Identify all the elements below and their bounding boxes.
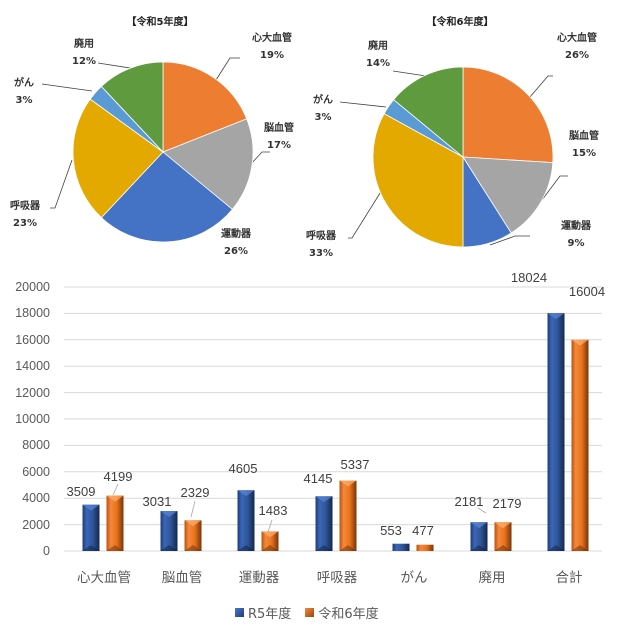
bar — [571, 339, 589, 551]
data-label-r6-cancer: 477 — [412, 523, 434, 538]
pie-slice — [162, 118, 254, 210]
bar-chart: 20000 18000 16000 14000 12000 10000 8000… — [0, 270, 620, 630]
bar — [416, 544, 434, 551]
x-category-motor: 運動器 — [238, 570, 280, 586]
pie-r6-label-brain: 脳血管 15% — [569, 131, 599, 159]
bar — [82, 504, 100, 551]
data-label-r5-brain: 3031 — [142, 494, 172, 509]
gridlines — [64, 286, 602, 552]
x-category-cardio: 心大血管 — [77, 570, 131, 586]
y-tick: 8000 — [22, 438, 50, 453]
pie-r5-label-disuse: 廃用 12% — [72, 39, 96, 67]
bar — [261, 531, 279, 551]
y-tick: 10000 — [15, 412, 50, 426]
x-category-disuse: 廃用 — [478, 570, 506, 586]
legend-swatch-blue-icon — [235, 608, 244, 617]
pie-r6-label-cardio: 心大血管 26% — [557, 33, 597, 61]
pie-slice — [100, 151, 233, 243]
y-tick: 2000 — [22, 517, 50, 532]
pie-slice — [462, 156, 554, 234]
label-leader-lines — [112, 483, 487, 533]
pie-slice — [393, 66, 464, 158]
x-category-brain: 脳血管 — [161, 570, 203, 586]
y-tick: 18000 — [15, 306, 50, 321]
y-tick: 14000 — [15, 359, 50, 374]
bar — [470, 522, 488, 551]
bar — [160, 510, 178, 551]
pie-r5-graphic — [41, 57, 270, 243]
bars — [82, 313, 589, 551]
pie-r6-label-disuse: 廃用 14% — [366, 41, 390, 69]
x-category-respiratory: 呼吸器 — [316, 570, 358, 586]
data-label-r6-respiratory: 5337 — [340, 457, 370, 472]
data-label-r5-cancer: 553 — [380, 523, 402, 538]
pie-title-r5: 【令和5年度】 — [126, 17, 194, 28]
data-label-r6-disuse: 2179 — [492, 496, 522, 511]
bar — [106, 495, 124, 551]
pie-slice — [100, 61, 164, 154]
pie-r5-label-respiratory: 呼吸器 23% — [10, 201, 40, 229]
pie-slice — [162, 61, 248, 153]
data-label-r6-brain: 2329 — [180, 485, 210, 500]
x-category-total: 合計 — [555, 570, 583, 586]
data-label-r5-respiratory: 4145 — [303, 471, 333, 486]
bar — [494, 522, 512, 551]
pie-r6-label-motor: 運動器 9% — [561, 221, 591, 249]
y-tick: 16000 — [15, 332, 50, 347]
y-tick: 6000 — [22, 464, 50, 479]
bar — [392, 543, 410, 551]
bar-chart-graphic — [64, 286, 602, 552]
pie-r5-slices — [72, 61, 254, 243]
pie-r6-label-respiratory: 呼吸器 33% — [306, 231, 336, 259]
pie-r5-label-motor: 運動器 26% — [221, 229, 251, 257]
pie-chart-r5: 【令和5年度】 心大血管 19% 脳血管 17% 運動器 26% 呼吸器 23% がん 3… — [0, 0, 310, 270]
pie-slice — [372, 113, 464, 248]
legend-swatch-orange-icon — [305, 608, 315, 617]
data-label-r5-total: 18024 — [510, 270, 548, 285]
pie-slice — [72, 98, 164, 219]
bar — [315, 496, 333, 551]
y-tick: 12000 — [15, 385, 50, 400]
pie-r5-label-cardio: 心大血管 19% — [252, 33, 292, 61]
pie-slice — [462, 66, 554, 164]
bar — [547, 313, 565, 551]
x-category-cancer: がん — [400, 570, 428, 586]
pie-title-r6: 【令和6年度】 — [426, 17, 494, 28]
pie-r5-label-cancer: がん 3% — [14, 78, 34, 106]
y-tick: 4000 — [22, 491, 50, 506]
data-label-r5-disuse: 2181 — [454, 494, 484, 509]
pie-r6-slices — [372, 66, 554, 248]
data-label-r6-cardio: 4199 — [103, 469, 133, 484]
bar — [184, 520, 202, 551]
y-tick: 0 — [43, 544, 50, 558]
data-label-r5-cardio: 3509 — [66, 484, 96, 499]
bar — [339, 480, 357, 551]
pie-r6-label-cancer: がん 3% — [313, 95, 333, 123]
y-tick: 20000 — [15, 280, 50, 294]
legend-item-r6[interactable]: 令和6年度 — [305, 603, 379, 622]
data-label-r6-motor: 1483 — [258, 503, 288, 518]
pie-chart-r6: 【令和6年度】 心大血管 26% 脳血管 15% 運動器 9% 呼吸器 33% がん 3%… — [300, 0, 620, 270]
data-label-r5-motor: 4605 — [228, 461, 258, 476]
legend-item-r5[interactable]: R5年度 — [235, 603, 291, 622]
pie-r5-label-brain: 脳血管 17% — [264, 123, 294, 151]
pie-r6-graphic — [339, 66, 568, 248]
legend: R5年度 令和6年度 — [235, 603, 379, 622]
bar — [237, 490, 255, 551]
data-label-r6-total: 16004 — [568, 284, 606, 299]
